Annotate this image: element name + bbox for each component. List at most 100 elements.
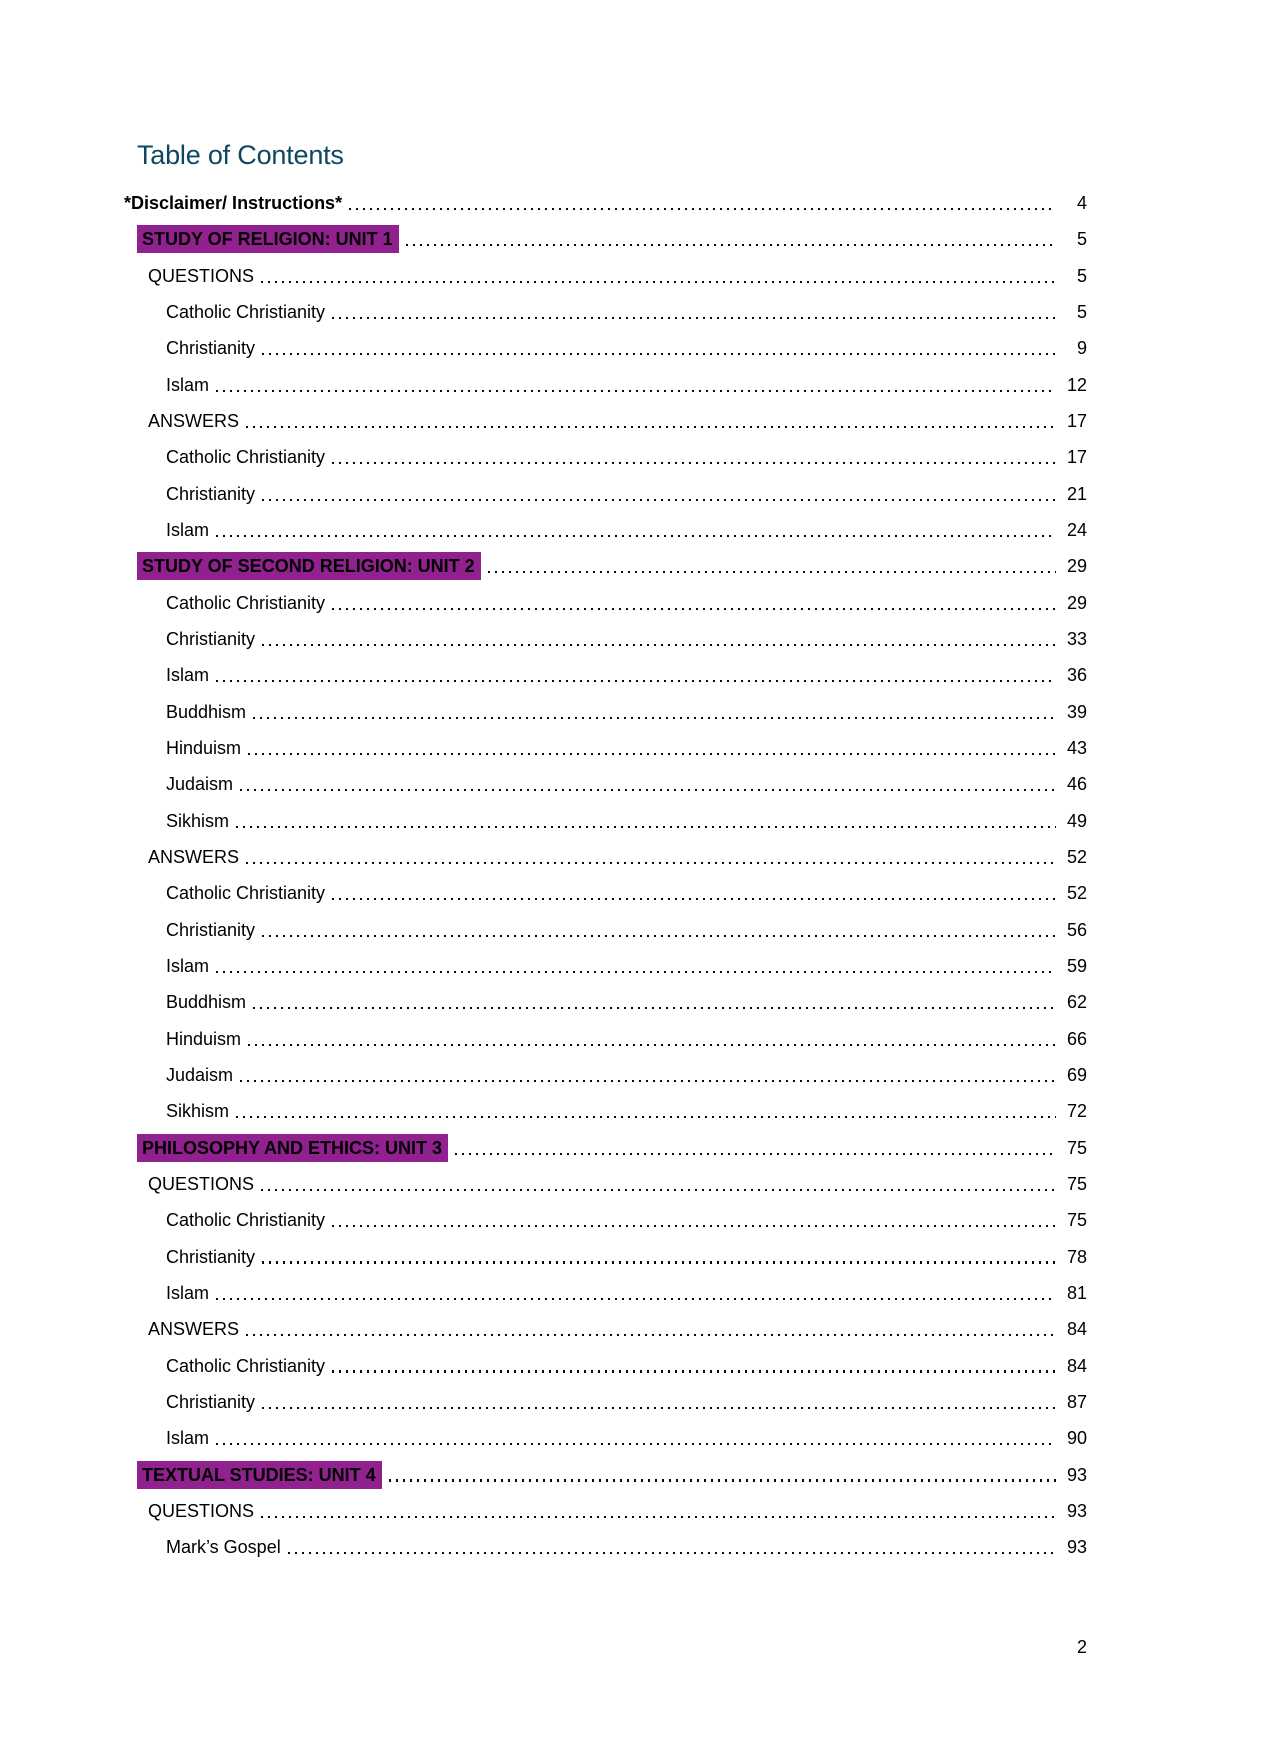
toc-entry[interactable]: Sikhism 49 [124, 803, 1087, 839]
dot-leader-icon [216, 957, 1056, 975]
toc-entry-page-number: 9 [1076, 338, 1087, 359]
toc-entry[interactable]: Christianity 78 [124, 1239, 1087, 1275]
toc-entry[interactable]: QUESTIONS 5 [124, 258, 1087, 294]
toc-entry[interactable]: STUDY OF RELIGION: UNIT 1 5 [124, 221, 1087, 257]
toc-entry-label: ANSWERS [148, 847, 240, 868]
dot-leader-icon [349, 194, 1056, 212]
toc-entry-label: Catholic Christianity [166, 592, 326, 613]
dot-leader-icon [261, 1175, 1056, 1193]
toc-entry-page-number: 43 [1066, 738, 1087, 759]
toc-entry-page-number: 29 [1066, 592, 1087, 613]
toc-entry[interactable]: Islam 36 [124, 657, 1087, 693]
toc-entry[interactable]: Christianity 87 [124, 1384, 1087, 1420]
toc-entry-label: Islam [166, 1283, 210, 1303]
toc-entry-page-number: 75 [1066, 1174, 1087, 1195]
dot-leader-icon [246, 848, 1056, 866]
toc-entry[interactable]: TEXTUAL STUDIES: UNIT 4 93 [124, 1456, 1087, 1492]
toc-entry[interactable]: Judaism 46 [124, 766, 1087, 802]
toc-entry[interactable]: Mark’s Gospel 93 [124, 1529, 1087, 1565]
toc-entry[interactable]: QUESTIONS 75 [124, 1166, 1087, 1202]
toc-entry[interactable]: Islam 81 [124, 1275, 1087, 1311]
toc-entry[interactable]: Catholic Christianity 5 [124, 294, 1087, 330]
toc-entry[interactable]: Islam 12 [124, 367, 1087, 403]
toc-entry[interactable]: Christianity 56 [124, 912, 1087, 948]
dot-leader-icon [253, 703, 1056, 721]
toc-entry-label: Christianity [166, 1246, 256, 1267]
toc-entry-page-number: 59 [1066, 956, 1087, 977]
toc-entry-page-number: 93 [1066, 1464, 1087, 1485]
toc-entry-label: Christianity [166, 338, 256, 359]
dot-leader-icon [216, 1429, 1056, 1447]
toc-entry-label: Christianity [166, 1391, 256, 1412]
toc-entry[interactable]: Christianity 21 [124, 476, 1087, 512]
toc-entry[interactable]: ANSWERS 17 [124, 403, 1087, 439]
table-of-contents: *Disclaimer/ Instructions* 4 STUDY OF RE… [124, 185, 1087, 1565]
toc-entry-page-number: 81 [1066, 1283, 1087, 1303]
toc-entry[interactable]: Islam 24 [124, 512, 1087, 548]
toc-entry-label: Catholic Christianity [166, 1355, 326, 1376]
toc-entry-label: QUESTIONS [148, 1174, 255, 1195]
toc-entry[interactable]: Catholic Christianity 17 [124, 439, 1087, 475]
toc-entry[interactable]: Catholic Christianity 84 [124, 1348, 1087, 1384]
dot-leader-icon [262, 921, 1056, 939]
dot-leader-icon [332, 1211, 1056, 1229]
toc-entry-label: Catholic Christianity [166, 1210, 326, 1231]
toc-entry[interactable]: ANSWERS 84 [124, 1311, 1087, 1347]
toc-entry-page-number: 84 [1066, 1319, 1087, 1340]
toc-entry-page-number: 72 [1066, 1101, 1087, 1122]
toc-entry[interactable]: Judaism 69 [124, 1057, 1087, 1093]
toc-entry-label: Islam [166, 520, 210, 541]
dot-leader-icon [216, 1284, 1056, 1302]
toc-entry-page-number: 87 [1066, 1391, 1087, 1412]
toc-entry[interactable]: Islam 90 [124, 1420, 1087, 1456]
toc-entry-page-number: 24 [1066, 520, 1087, 541]
toc-entry-label: Judaism [166, 1065, 234, 1086]
toc-entry-page-number: 52 [1066, 883, 1087, 904]
toc-entry-label: Catholic Christianity [166, 883, 326, 904]
toc-entry[interactable]: Catholic Christianity 52 [124, 875, 1087, 911]
toc-entry[interactable]: Christianity 33 [124, 621, 1087, 657]
toc-entry-label: ANSWERS [148, 1319, 240, 1340]
toc-entry-label: ANSWERS [148, 411, 240, 432]
dot-leader-icon [240, 775, 1056, 793]
toc-entry-label: Islam [166, 665, 210, 686]
toc-entry[interactable]: *Disclaimer/ Instructions* 4 [124, 185, 1087, 221]
dot-leader-icon [262, 485, 1056, 503]
toc-entry-page-number: 46 [1066, 774, 1087, 795]
dot-leader-icon [332, 594, 1056, 612]
toc-entry[interactable]: QUESTIONS 93 [124, 1493, 1087, 1529]
toc-entry-page-number: 12 [1066, 374, 1087, 395]
toc-entry-page-number: 39 [1066, 701, 1087, 722]
toc-entry-label: Christianity [166, 629, 256, 650]
toc-entry[interactable]: Christianity 9 [124, 330, 1087, 366]
dot-leader-icon [262, 339, 1056, 357]
toc-entry-label: Mark’s Gospel [166, 1537, 281, 1558]
dot-leader-icon [332, 303, 1056, 321]
dot-leader-icon [287, 1538, 1057, 1556]
toc-entry[interactable]: ANSWERS 52 [124, 839, 1087, 875]
toc-entry[interactable]: Catholic Christianity 29 [124, 585, 1087, 621]
dot-leader-icon [388, 1466, 1057, 1484]
toc-entry-label: Hinduism [166, 1028, 242, 1049]
toc-entry[interactable]: STUDY OF SECOND RELIGION: UNIT 2 29 [124, 548, 1087, 584]
toc-entry-page-number: 17 [1066, 411, 1087, 432]
dot-leader-icon [332, 884, 1056, 902]
toc-entry-label: Christianity [166, 483, 256, 504]
toc-entry[interactable]: Hinduism 43 [124, 730, 1087, 766]
toc-entry-label: Islam [166, 374, 210, 395]
toc-entry[interactable]: Islam 59 [124, 948, 1087, 984]
toc-entry-page-number: 56 [1066, 919, 1087, 940]
toc-entry[interactable]: PHILOSOPHY AND ETHICS: UNIT 3 75 [124, 1130, 1087, 1166]
toc-entry[interactable]: Buddhism 39 [124, 694, 1087, 730]
dot-leader-icon [262, 630, 1056, 648]
toc-entry[interactable]: Buddhism 62 [124, 984, 1087, 1020]
toc-entry[interactable]: Hinduism 66 [124, 1021, 1087, 1057]
toc-entry-label: STUDY OF SECOND RELIGION: UNIT 2 [137, 552, 481, 581]
toc-entry-page-number: 84 [1066, 1355, 1087, 1376]
toc-entry[interactable]: Catholic Christianity 75 [124, 1202, 1087, 1238]
dot-leader-icon [246, 412, 1056, 430]
toc-entry-label: Catholic Christianity [166, 447, 326, 468]
dot-leader-icon [248, 739, 1056, 757]
toc-entry[interactable]: Sikhism 72 [124, 1093, 1087, 1129]
toc-entry-page-number: 75 [1066, 1210, 1087, 1231]
